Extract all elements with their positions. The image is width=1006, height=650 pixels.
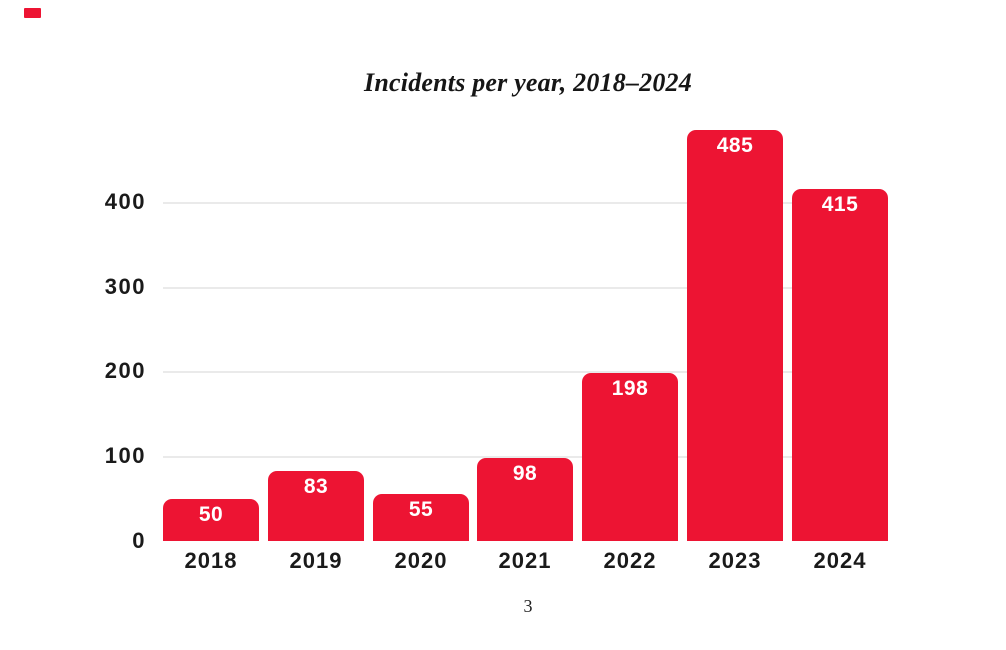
gridline-300 (163, 287, 888, 289)
gridline-200 (163, 371, 888, 373)
x-axis-tick-label-2023: 2023 (708, 548, 762, 573)
bar-2021: 98 (477, 458, 573, 541)
y-axis-tick-label-200: 200 (104, 358, 146, 383)
bar-value-label-2020: 55 (408, 498, 434, 521)
x-axis-tick-label-2021: 2021 (498, 548, 552, 573)
y-axis-tick-label-300: 300 (104, 274, 146, 299)
x-axis-tick-label-2020: 2020 (394, 548, 448, 573)
bar-value-label-2024: 415 (821, 193, 859, 216)
accent-dash (24, 8, 41, 18)
gridline-100 (163, 456, 888, 458)
chart-title: Incidents per year, 2018–2024 (364, 68, 692, 97)
bar-value-label-2022: 198 (611, 377, 649, 400)
y-axis-tick-label-100: 100 (104, 443, 146, 468)
x-axis-tick-label-2019: 2019 (289, 548, 343, 573)
page-number: 3 (523, 596, 533, 616)
x-axis-tick-label-2024: 2024 (813, 548, 867, 573)
bar-2019: 83 (268, 471, 364, 541)
y-axis-tick-label-400: 400 (104, 189, 146, 214)
bar-2024: 415 (792, 189, 888, 541)
bar-2020: 55 (373, 494, 469, 541)
bar-value-label-2023: 485 (716, 134, 754, 157)
x-axis-tick-label-2022: 2022 (603, 548, 657, 573)
bar-value-label-2021: 98 (512, 462, 538, 485)
bar-value-label-2019: 83 (303, 475, 329, 498)
bar-2023: 485 (687, 130, 783, 541)
bar-2022: 198 (582, 373, 678, 541)
y-axis-tick-label-0: 0 (132, 528, 146, 553)
x-axis-tick-label-2018: 2018 (184, 548, 238, 573)
bar-value-label-2018: 50 (198, 503, 224, 526)
gridline-400 (163, 202, 888, 204)
bar-2018: 50 (163, 499, 259, 541)
